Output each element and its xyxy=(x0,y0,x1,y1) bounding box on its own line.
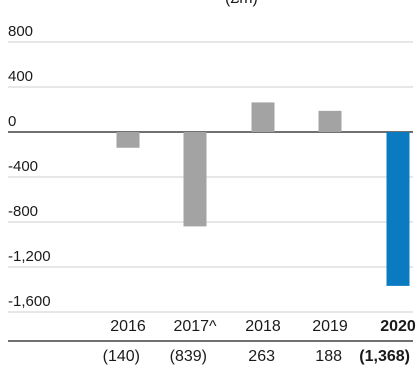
bar-2018 xyxy=(251,102,275,132)
value-label: 188 xyxy=(315,348,342,365)
bar-2020 xyxy=(386,132,410,286)
x-tick-label: 2020 xyxy=(380,318,416,335)
y-tick-label: -400 xyxy=(8,158,38,175)
bar-2019 xyxy=(318,110,342,132)
x-tick-label: 2018 xyxy=(245,318,281,335)
value-label: (839) xyxy=(170,348,207,365)
value-label: 263 xyxy=(248,348,275,365)
bar-2016 xyxy=(116,132,140,148)
x-tick-label: 2017^ xyxy=(173,318,217,335)
y-tick-label: -1,600 xyxy=(8,293,51,310)
y-tick-label: -800 xyxy=(8,203,38,220)
y-tick-label: 400 xyxy=(8,68,33,85)
chart-title-fragment: (£m) xyxy=(225,0,258,8)
bar-2017 xyxy=(183,132,207,227)
x-tick-label: 2016 xyxy=(110,318,146,335)
y-tick-label: 800 xyxy=(8,23,33,40)
value-label: (140) xyxy=(103,348,140,365)
value-label: (1,368) xyxy=(359,348,410,365)
y-tick-label: 0 xyxy=(8,113,16,130)
x-tick-label: 2019 xyxy=(312,318,348,335)
y-tick-label: -1,200 xyxy=(8,248,51,265)
